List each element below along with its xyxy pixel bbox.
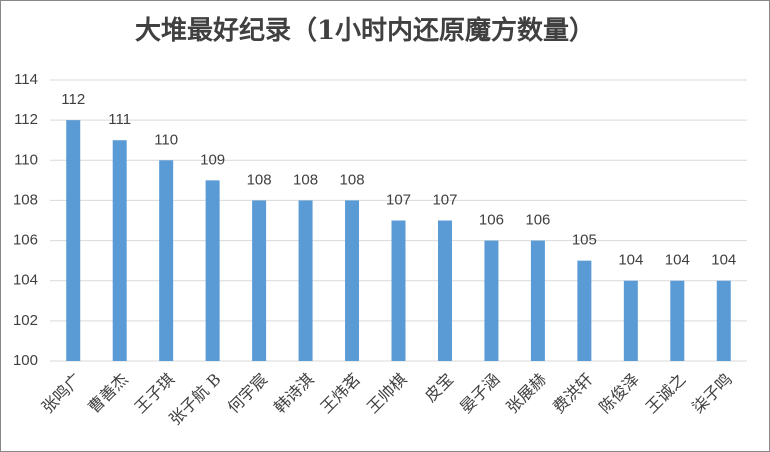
- bar: [670, 280, 685, 361]
- y-tick-label: 112: [14, 111, 38, 128]
- data-label: 111: [108, 111, 131, 128]
- data-label: 108: [340, 171, 365, 188]
- bar: [716, 280, 731, 361]
- data-label: 104: [711, 252, 736, 269]
- data-label: 106: [525, 212, 550, 229]
- bar: [530, 240, 545, 361]
- bar: [391, 220, 406, 361]
- data-label: 108: [247, 171, 272, 188]
- bar: [298, 200, 313, 361]
- y-tick-label: 104: [13, 272, 38, 289]
- data-label: 109: [200, 151, 225, 168]
- chart-title: 大堆最好纪录（1小时内还原魔方数量）: [135, 15, 595, 46]
- bar: [437, 220, 452, 361]
- data-label: 107: [386, 191, 411, 208]
- data-label: 110: [154, 131, 178, 148]
- data-label: 104: [618, 252, 643, 269]
- bar: [252, 200, 267, 361]
- y-tick-label: 110: [14, 151, 38, 168]
- data-label: 108: [293, 171, 318, 188]
- bar: [484, 240, 499, 361]
- y-tick-label: 114: [14, 71, 38, 88]
- bar: [112, 140, 127, 361]
- y-tick-label: 108: [13, 191, 38, 208]
- bar: [66, 120, 81, 362]
- data-label: 105: [572, 232, 597, 249]
- y-tick-label: 102: [13, 312, 38, 329]
- data-label: 106: [479, 212, 504, 229]
- data-label: 112: [61, 91, 85, 108]
- y-tick-label: 100: [13, 352, 38, 369]
- bar: [205, 180, 220, 361]
- y-tick-label: 106: [13, 232, 38, 249]
- bar: [345, 200, 360, 361]
- data-label: 104: [665, 252, 690, 269]
- bar: [623, 280, 638, 361]
- bar: [577, 260, 592, 361]
- bar: [159, 160, 174, 361]
- data-label: 107: [432, 191, 457, 208]
